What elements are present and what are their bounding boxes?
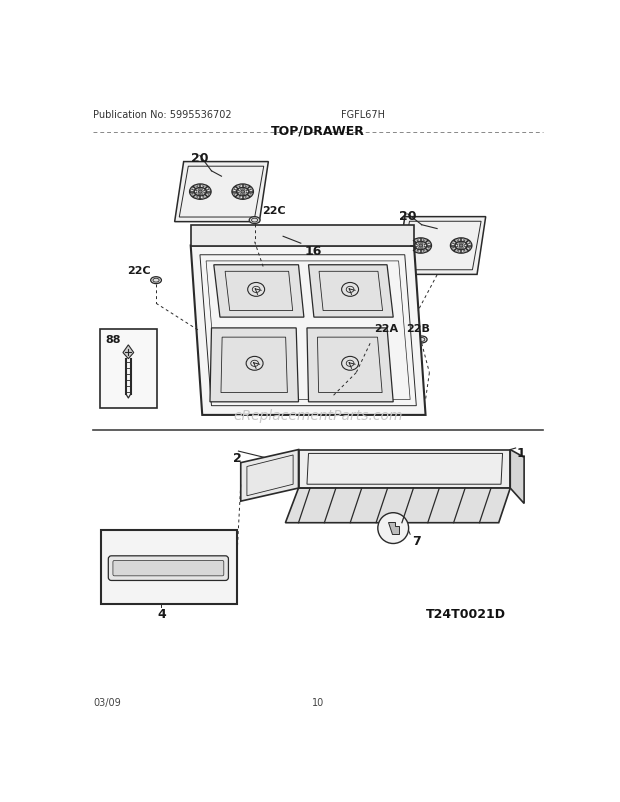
Ellipse shape bbox=[151, 277, 161, 284]
Text: 2: 2 bbox=[233, 452, 242, 464]
Text: 7: 7 bbox=[412, 535, 420, 548]
Polygon shape bbox=[241, 450, 298, 501]
Polygon shape bbox=[210, 329, 298, 403]
Text: TOP/DRAWER: TOP/DRAWER bbox=[271, 124, 365, 137]
Polygon shape bbox=[510, 450, 524, 504]
Ellipse shape bbox=[419, 245, 423, 248]
Polygon shape bbox=[309, 265, 393, 318]
Text: 1: 1 bbox=[516, 446, 525, 459]
Ellipse shape bbox=[416, 337, 427, 343]
Text: 20: 20 bbox=[399, 210, 416, 223]
Text: T24T0021D: T24T0021D bbox=[425, 608, 505, 621]
Text: 03/09: 03/09 bbox=[93, 698, 121, 707]
Text: 22A: 22A bbox=[374, 323, 398, 333]
Polygon shape bbox=[307, 329, 393, 403]
Polygon shape bbox=[396, 217, 485, 275]
FancyBboxPatch shape bbox=[108, 556, 228, 581]
Polygon shape bbox=[285, 488, 510, 523]
Polygon shape bbox=[191, 246, 425, 415]
Text: eReplacementParts.com: eReplacementParts.com bbox=[233, 408, 402, 423]
Polygon shape bbox=[123, 346, 134, 359]
Text: 22C: 22C bbox=[262, 206, 286, 217]
Text: 22C: 22C bbox=[127, 265, 151, 275]
Polygon shape bbox=[100, 531, 237, 604]
Ellipse shape bbox=[241, 191, 245, 194]
Ellipse shape bbox=[365, 337, 376, 343]
Text: 10: 10 bbox=[312, 698, 324, 707]
Ellipse shape bbox=[198, 191, 202, 194]
Text: 20: 20 bbox=[191, 152, 208, 164]
Ellipse shape bbox=[459, 245, 463, 248]
Text: 88: 88 bbox=[105, 334, 121, 345]
Ellipse shape bbox=[249, 217, 260, 225]
Polygon shape bbox=[191, 225, 414, 246]
Circle shape bbox=[378, 513, 409, 544]
Text: Publication No: 5995536702: Publication No: 5995536702 bbox=[93, 110, 231, 120]
Polygon shape bbox=[298, 450, 510, 488]
Polygon shape bbox=[214, 265, 304, 318]
FancyBboxPatch shape bbox=[113, 561, 224, 576]
Text: 16: 16 bbox=[304, 245, 322, 257]
FancyBboxPatch shape bbox=[100, 330, 157, 408]
Text: FGFL67H: FGFL67H bbox=[341, 110, 385, 120]
Polygon shape bbox=[388, 522, 399, 535]
Polygon shape bbox=[175, 162, 268, 222]
Text: 22B: 22B bbox=[406, 323, 430, 333]
Text: 4: 4 bbox=[157, 608, 166, 621]
